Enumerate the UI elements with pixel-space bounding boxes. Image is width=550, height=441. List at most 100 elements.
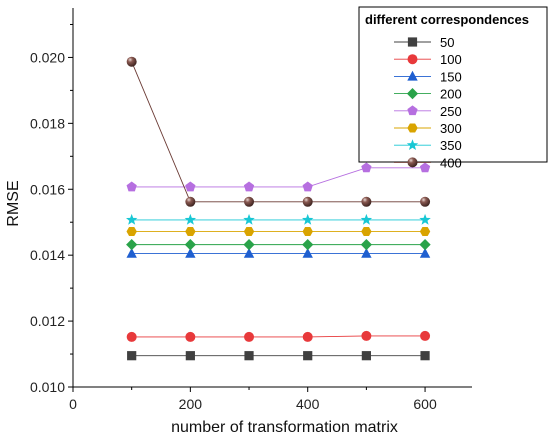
- legend-marker: [406, 139, 419, 151]
- x-axis-title: number of transformation matrix: [171, 419, 398, 436]
- data-point-200-200: [184, 239, 196, 251]
- legend-entry-400: 400: [394, 155, 462, 170]
- data-point-300-600: [419, 226, 431, 236]
- legend-label: 400: [440, 155, 462, 170]
- series-400: [126, 56, 431, 207]
- data-point-300-500: [361, 226, 372, 236]
- data-point-250-200: [185, 181, 196, 192]
- legend-marker: [407, 70, 418, 81]
- data-point-100-300: [244, 331, 255, 342]
- legend-label: 300: [440, 121, 462, 136]
- data-point-50-600: [420, 351, 430, 361]
- data-point-250-100: [126, 181, 137, 192]
- data-point-400-400: [302, 196, 313, 207]
- legend: different correspondences 50 100 150 200 250 3…: [358, 6, 548, 170]
- legend-marker: [407, 123, 418, 133]
- data-point-300-300: [243, 226, 255, 236]
- data-point-50-500: [361, 351, 371, 361]
- legend-label: 350: [440, 138, 462, 153]
- data-point-150-600: [419, 247, 431, 258]
- legend-entry-200: 200: [394, 87, 462, 102]
- data-point-200-400: [302, 239, 314, 251]
- legend-entry-150: 150: [394, 69, 462, 84]
- legend-entry-350: 350: [394, 138, 462, 153]
- plot-area: [125, 56, 431, 361]
- y-tick-label: 0.018: [30, 115, 65, 131]
- data-point-50-100: [127, 351, 137, 361]
- data-point-400-600: [420, 196, 431, 207]
- series-150: [126, 247, 431, 258]
- data-point-250-300: [243, 181, 255, 192]
- data-point-400-100: [126, 56, 137, 67]
- x-tick-label: 0: [69, 396, 77, 412]
- data-point-300-100: [126, 226, 137, 236]
- data-point-350-200: [184, 213, 197, 225]
- data-point-150-400: [302, 247, 313, 258]
- data-point-150-200: [185, 247, 196, 258]
- data-point-350-100: [125, 213, 138, 225]
- data-point-200-300: [243, 239, 255, 251]
- y-tick-label: 0.010: [30, 379, 65, 395]
- legend-marker: [407, 54, 418, 65]
- legend-label: 50: [440, 35, 454, 50]
- legend-title: different correspondences: [365, 12, 529, 27]
- data-point-400-300: [244, 196, 255, 207]
- series-line-400: [131, 61, 426, 203]
- legend-entry-250: 250: [394, 104, 462, 119]
- data-point-150-300: [243, 247, 255, 258]
- series-100: [126, 330, 431, 342]
- data-point-200-500: [360, 239, 372, 251]
- legend-marker: [407, 105, 418, 116]
- series-350: [125, 213, 431, 225]
- legend-marker: [407, 157, 418, 168]
- data-point-350-600: [419, 213, 431, 225]
- legend-box: [358, 6, 548, 163]
- legend-label: 200: [440, 87, 462, 102]
- series-250: [126, 162, 431, 192]
- y-axis-title: RMSE: [5, 180, 22, 226]
- data-point-400-500: [361, 196, 372, 207]
- data-point-50-400: [303, 351, 313, 361]
- data-point-100-600: [420, 330, 431, 341]
- data-point-350-300: [243, 213, 255, 225]
- data-point-250-600: [419, 162, 431, 173]
- series-50: [127, 351, 430, 361]
- x-tick-label: 200: [179, 396, 203, 412]
- data-point-300-400: [302, 226, 313, 236]
- data-point-200-600: [419, 239, 431, 251]
- legend-marker: [406, 88, 419, 100]
- series-300: [126, 226, 431, 236]
- legend-entry-100: 100: [394, 52, 462, 67]
- data-point-100-400: [302, 331, 313, 342]
- data-point-400-200: [185, 196, 196, 207]
- data-point-350-500: [360, 213, 373, 225]
- data-point-100-100: [126, 331, 137, 342]
- data-point-100-200: [185, 331, 196, 342]
- y-tick-label: 0.012: [30, 313, 65, 329]
- data-point-150-500: [361, 247, 372, 258]
- data-point-50-300: [244, 351, 254, 361]
- data-point-50-200: [185, 351, 195, 361]
- data-point-100-500: [361, 330, 372, 341]
- data-point-200-100: [126, 239, 138, 251]
- data-point-300-200: [185, 226, 196, 236]
- y-tick-label: 0.016: [30, 181, 65, 197]
- legend-label: 100: [440, 52, 462, 67]
- legend-entry-300: 300: [394, 121, 462, 136]
- legend-marker: [407, 37, 418, 47]
- data-point-250-500: [361, 162, 372, 173]
- data-point-150-100: [126, 247, 137, 258]
- series-200: [126, 239, 431, 251]
- axes: 0.010 0.012 0.014 0.016 0.018 0.020 0 200 400 600…: [5, 8, 472, 436]
- x-tick-label: 600: [413, 396, 437, 412]
- series-line-250: [131, 167, 426, 188]
- legend-entry-50: 50: [394, 35, 454, 50]
- y-tick-label: 0.020: [30, 49, 65, 65]
- series-line-100: [131, 335, 426, 338]
- y-tick-label: 0.014: [30, 247, 65, 263]
- x-tick-label: 400: [296, 396, 320, 412]
- legend-label: 150: [440, 69, 462, 84]
- legend-label: 250: [440, 104, 462, 119]
- data-point-250-400: [302, 181, 313, 192]
